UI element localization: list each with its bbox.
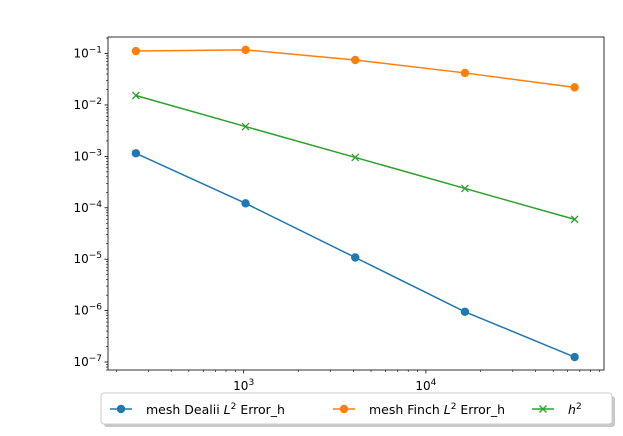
- data-point: [131, 91, 140, 100]
- series-1: [131, 45, 579, 92]
- y-tick-label: 10−7: [73, 354, 102, 369]
- legend: mesh Dealii L2 Error_h mesh Finch L2 Erro…: [100, 392, 615, 427]
- legend-label: mesh Finch L2 Error_h: [369, 402, 505, 417]
- data-point: [351, 55, 360, 65]
- legend-box: [100, 392, 613, 425]
- x-tick-label: 104: [415, 378, 436, 393]
- data-point: [241, 45, 250, 55]
- plot-frame: [107, 36, 605, 371]
- data-point: [241, 199, 250, 208]
- x-tick-label: 103: [233, 378, 254, 393]
- data-point: [351, 253, 360, 262]
- legend-entry-1: mesh Finch L2 Error_h: [333, 402, 505, 417]
- data-point: [460, 68, 470, 78]
- data-point: [570, 352, 579, 362]
- series-layer: [131, 45, 579, 362]
- legend-marker: [539, 405, 547, 413]
- legend-marker: [339, 404, 349, 414]
- data-point: [460, 307, 470, 316]
- data-point: [131, 149, 141, 158]
- legend-entry-2: h2: [532, 402, 582, 417]
- legend-marker: [116, 404, 126, 414]
- y-tick-label: 10−6: [73, 303, 102, 318]
- legend-entry-0: mesh Dealii L2 Error_h: [110, 402, 285, 417]
- series-0: [131, 149, 579, 362]
- y-tick-label: 10−3: [73, 148, 102, 163]
- y-tick-label: 10−5: [73, 251, 102, 266]
- axes-layer: 10−7 10−6 10−5 10−4 10−3 10−2 10−1 103 104: [73, 37, 601, 393]
- data-point: [131, 46, 141, 56]
- data-point: [241, 122, 250, 131]
- y-tick-label: 10−4: [73, 200, 102, 215]
- legend-label: mesh Dealii L2 Error_h: [146, 402, 285, 417]
- series-2: [131, 91, 579, 224]
- data-point: [351, 153, 360, 162]
- legend-label: h2: [568, 402, 582, 417]
- data-point: [570, 215, 579, 224]
- y-tick-label: 10−2: [73, 97, 102, 112]
- y-tick-label: 10−1: [73, 46, 102, 61]
- data-point: [460, 184, 469, 193]
- data-point: [570, 83, 579, 92]
- plot-area: [108, 37, 604, 370]
